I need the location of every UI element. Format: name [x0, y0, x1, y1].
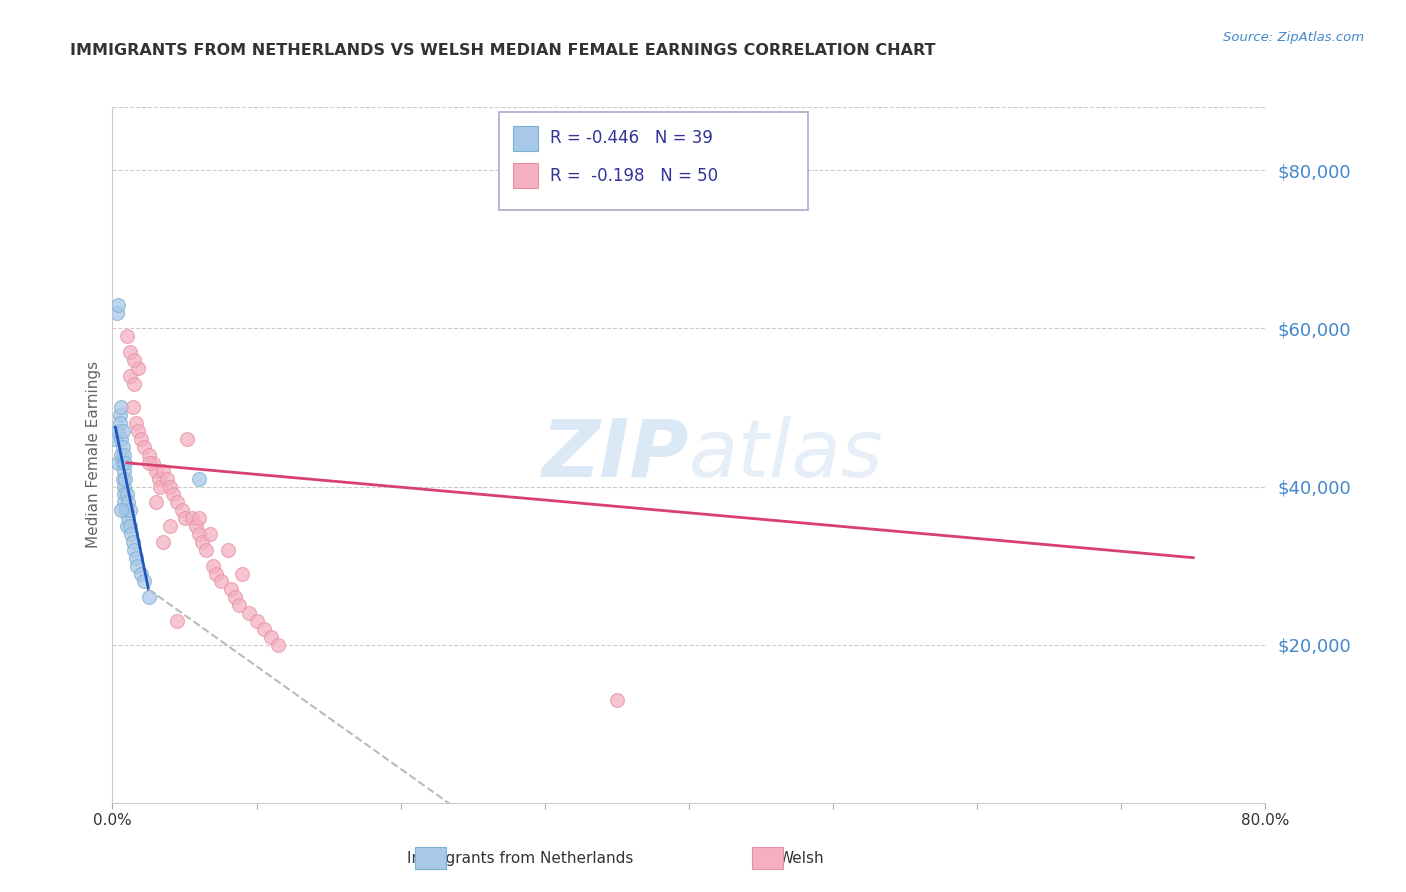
Text: Immigrants from Netherlands: Immigrants from Netherlands: [406, 851, 634, 865]
Point: [114, 503, 136, 517]
Point: [117, 495, 139, 509]
Point: [115, 329, 138, 343]
Point: [115, 503, 138, 517]
Point: [152, 535, 174, 549]
Text: atlas: atlas: [689, 416, 884, 494]
Text: R = -0.446   N = 39: R = -0.446 N = 39: [550, 129, 713, 147]
Point: [152, 464, 174, 478]
Point: [159, 519, 181, 533]
Point: [145, 495, 167, 509]
Point: [114, 472, 136, 486]
Point: [202, 558, 225, 573]
Point: [267, 638, 290, 652]
Point: [110, 401, 132, 415]
Point: [149, 479, 172, 493]
Point: [111, 472, 134, 486]
Point: [107, 424, 129, 438]
Point: [188, 472, 211, 486]
Point: [166, 614, 188, 628]
Point: [118, 345, 141, 359]
Point: [173, 511, 195, 525]
Point: [191, 535, 214, 549]
Point: [127, 424, 149, 438]
Point: [111, 456, 134, 470]
Point: [231, 566, 253, 581]
Point: [127, 361, 149, 376]
Point: [110, 503, 132, 517]
Point: [156, 472, 179, 486]
Point: [122, 353, 145, 368]
Point: [105, 305, 128, 319]
Y-axis label: Median Female Earnings: Median Female Earnings: [86, 361, 101, 549]
Point: [145, 464, 167, 478]
Point: [111, 424, 134, 438]
Point: [260, 630, 283, 644]
Point: [217, 542, 239, 557]
Point: [162, 487, 184, 501]
Point: [121, 535, 143, 549]
Point: [115, 487, 138, 501]
Point: [253, 622, 276, 636]
Point: [122, 376, 145, 391]
Point: [118, 519, 141, 533]
Text: ZIP: ZIP: [541, 416, 689, 494]
Point: [108, 417, 131, 431]
Text: R =  -0.198   N = 50: R = -0.198 N = 50: [550, 167, 718, 185]
Point: [148, 472, 170, 486]
Point: [200, 527, 222, 541]
Point: [112, 464, 135, 478]
Point: [134, 574, 156, 589]
Point: [205, 566, 228, 581]
Point: [112, 495, 135, 509]
Point: [184, 519, 207, 533]
Point: [104, 432, 127, 446]
Point: [138, 456, 160, 470]
Point: [114, 456, 136, 470]
Point: [180, 511, 202, 525]
Point: [124, 550, 146, 565]
Point: [110, 432, 132, 446]
Point: [107, 298, 129, 312]
Point: [107, 456, 129, 470]
Point: [176, 432, 198, 446]
Point: [209, 574, 232, 589]
Point: [245, 614, 267, 628]
Point: [110, 448, 132, 462]
Point: [111, 440, 134, 454]
Point: [159, 479, 181, 493]
Point: [120, 527, 142, 541]
Point: [129, 566, 153, 581]
Text: IMMIGRANTS FROM NETHERLANDS VS WELSH MEDIAN FEMALE EARNINGS CORRELATION CHART: IMMIGRANTS FROM NETHERLANDS VS WELSH MED…: [70, 43, 936, 58]
Point: [112, 479, 135, 493]
Point: [138, 448, 160, 462]
Point: [219, 582, 242, 597]
Point: [195, 542, 218, 557]
Point: [125, 558, 148, 573]
Point: [238, 606, 260, 620]
Text: Source: ZipAtlas.com: Source: ZipAtlas.com: [1223, 31, 1364, 45]
Point: [112, 448, 135, 462]
Point: [166, 495, 188, 509]
Point: [170, 503, 193, 517]
Point: [117, 511, 139, 525]
Point: [138, 591, 160, 605]
Point: [134, 440, 156, 454]
Point: [188, 511, 211, 525]
Point: [224, 591, 246, 605]
Point: [228, 598, 250, 612]
Point: [118, 503, 141, 517]
Point: [122, 542, 145, 557]
Point: [124, 417, 146, 431]
Point: [188, 527, 211, 541]
Point: [118, 368, 141, 383]
Text: Welsh: Welsh: [779, 851, 824, 865]
Point: [108, 409, 131, 423]
Point: [129, 432, 153, 446]
Point: [142, 456, 165, 470]
Point: [112, 487, 135, 501]
Point: [115, 519, 138, 533]
Point: [121, 401, 143, 415]
Point: [606, 693, 628, 707]
